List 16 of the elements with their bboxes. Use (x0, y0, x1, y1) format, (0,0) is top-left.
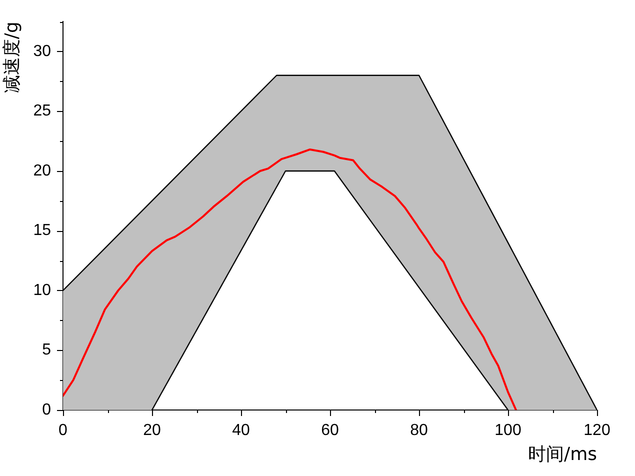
x-tick-label: 0 (58, 422, 68, 440)
y-axis-title: 减速度/g (1, 22, 22, 94)
y-tick-label: 25 (33, 102, 52, 120)
y-tick-label: 5 (42, 342, 52, 359)
x-tick-label: 100 (494, 422, 522, 440)
x-axis-title: 时间/ms (528, 444, 597, 465)
x-tick-label: 40 (232, 422, 250, 440)
y-tick-label: 10 (33, 282, 52, 299)
x-tick-label: 80 (410, 422, 428, 440)
x-tick-label: 20 (143, 422, 161, 440)
y-tick-label: 15 (33, 222, 52, 240)
y-tick-label: 20 (33, 162, 52, 180)
y-tick-label: 30 (33, 42, 52, 60)
x-tick-label: 120 (584, 422, 610, 440)
y-tick-label: 0 (42, 401, 52, 418)
x-tick-label: 60 (321, 422, 339, 440)
